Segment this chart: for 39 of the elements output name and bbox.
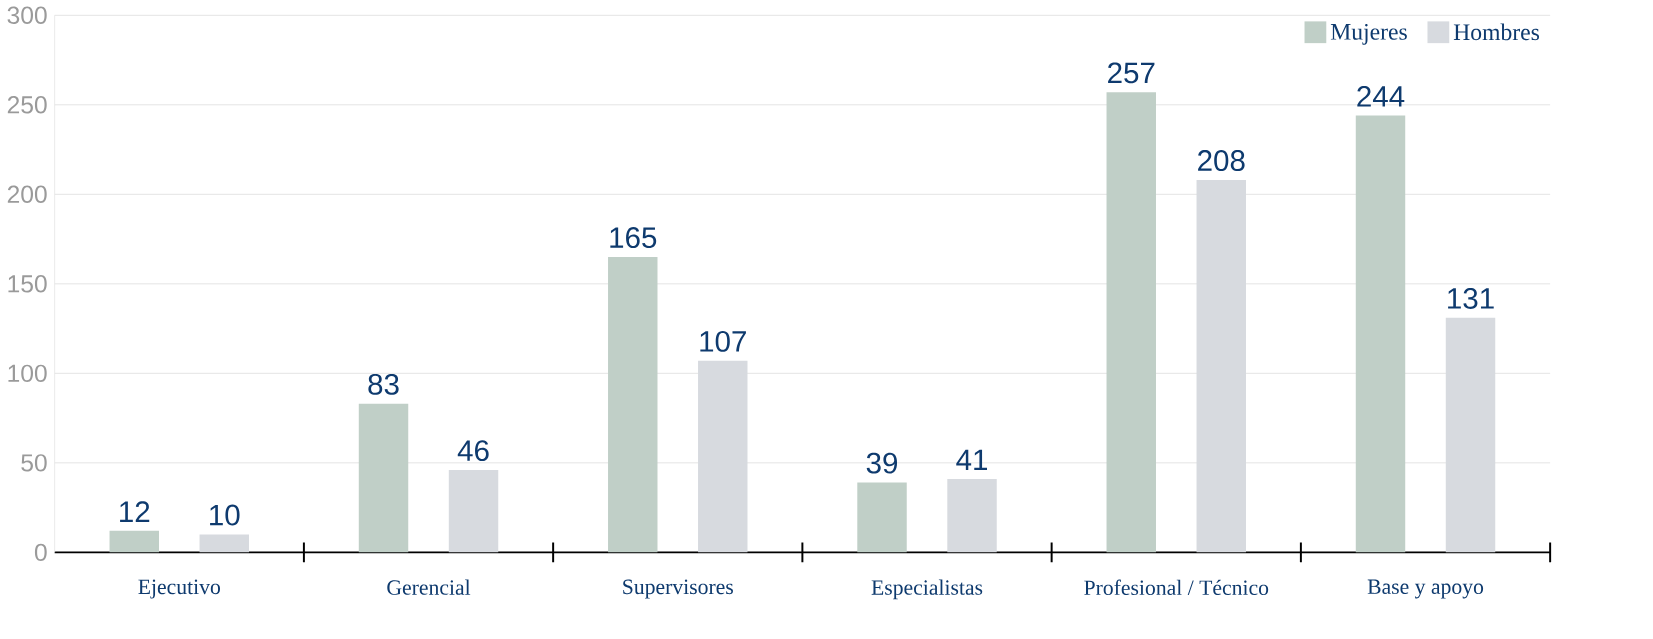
bar bbox=[109, 530, 159, 553]
y-tick-label: 0 bbox=[34, 543, 47, 561]
x-tick-label: Ejecutivo bbox=[138, 579, 220, 599]
bar bbox=[448, 469, 499, 553]
x-tick-label: Profesional / Técnico bbox=[1084, 579, 1269, 595]
data-label: 41 bbox=[956, 449, 988, 470]
bar bbox=[358, 403, 409, 553]
data-label: 12 bbox=[120, 501, 150, 522]
bar bbox=[199, 534, 250, 553]
y-tick-label: 150 bbox=[8, 274, 47, 293]
x-tick-label: Base y apoyo bbox=[1367, 579, 1484, 599]
x-tick-label: Gerencial bbox=[387, 579, 471, 595]
bar bbox=[857, 482, 907, 553]
bar bbox=[1196, 179, 1246, 553]
y-tick-label: 250 bbox=[7, 95, 47, 114]
bar bbox=[1106, 92, 1156, 553]
data-label: 131 bbox=[1448, 287, 1494, 309]
y-tick-label: 200 bbox=[7, 185, 47, 203]
data-label: 83 bbox=[368, 373, 399, 395]
data-label: 46 bbox=[457, 439, 489, 461]
y-tick-label: 100 bbox=[8, 364, 47, 382]
data-label: 10 bbox=[210, 504, 240, 526]
bar bbox=[608, 256, 658, 553]
x-tick-label: Supervisores bbox=[623, 579, 733, 599]
bar bbox=[1355, 115, 1406, 553]
legend-label: Mujeres bbox=[1330, 23, 1407, 45]
legend-label: Hombres bbox=[1453, 23, 1540, 40]
y-tick-label: 50 bbox=[21, 453, 47, 472]
bar bbox=[698, 360, 748, 553]
data-label: 39 bbox=[866, 452, 898, 474]
data-label: 165 bbox=[610, 226, 657, 248]
bar bbox=[1445, 317, 1496, 553]
data-label: 244 bbox=[1357, 85, 1405, 107]
x-tick-label: Especialistas bbox=[871, 579, 983, 600]
bar bbox=[947, 478, 997, 553]
data-label: 107 bbox=[700, 330, 746, 352]
y-tick-label: 300 bbox=[7, 6, 47, 24]
data-label: 208 bbox=[1198, 149, 1245, 171]
data-label: 257 bbox=[1108, 62, 1155, 84]
